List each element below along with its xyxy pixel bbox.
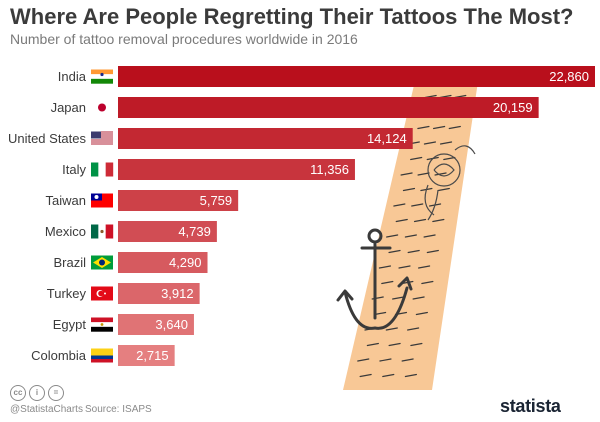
arm-hair-stroke	[421, 280, 434, 285]
arm-hair-stroke	[439, 141, 453, 145]
flag-colombia-icon	[91, 348, 113, 363]
flag-united-states-icon	[91, 131, 113, 146]
arm-hair-stroke	[392, 296, 405, 300]
creative-commons-icon: cc	[10, 385, 26, 401]
twitter-handle: @StatistaCharts	[10, 404, 83, 415]
value-label: 22,860	[549, 69, 589, 84]
category-label: Italy	[62, 162, 86, 177]
arm-hair-stroke	[379, 358, 392, 362]
arm-hair-stroke	[382, 373, 395, 378]
arm-hair-stroke	[412, 296, 425, 300]
arm-hair-stroke	[434, 172, 447, 176]
flag-mexico-icon	[91, 224, 114, 239]
arm-hair-stroke	[357, 358, 370, 362]
bar-turkey	[118, 283, 200, 304]
flag-india-icon	[91, 69, 113, 84]
category-label: Taiwan	[46, 193, 86, 208]
arm-hair-stroke	[410, 342, 423, 347]
value-label: 20,159	[493, 100, 533, 115]
arm-hair-stroke	[393, 203, 406, 207]
value-label: 14,124	[367, 131, 407, 146]
category-label: Turkey	[47, 286, 87, 301]
category-label: India	[58, 69, 87, 84]
arm-hair-stroke	[388, 342, 401, 347]
category-label: Egypt	[53, 317, 87, 332]
value-label: 4,739	[178, 224, 211, 239]
license-icons: cc i =	[10, 382, 67, 401]
flag-italy-icon	[91, 162, 114, 177]
bar-brazil	[118, 252, 208, 273]
value-label: 4,290	[169, 255, 202, 270]
arm-hair-stroke	[386, 234, 399, 238]
arm-hair-stroke	[443, 156, 456, 161]
arm-hair-stroke	[410, 156, 423, 161]
flag-egypt-icon	[91, 317, 113, 332]
flag-taiwan-icon	[91, 193, 113, 208]
value-label: 2,715	[136, 348, 169, 363]
value-label: 3,640	[155, 317, 188, 332]
anchor-tattoo-icon	[336, 228, 413, 330]
arm-hair-stroke	[432, 125, 446, 130]
arm-hair-stroke	[400, 172, 413, 176]
category-label: United States	[8, 131, 87, 146]
arm-hair-stroke	[401, 358, 414, 362]
arm-hair-stroke	[417, 172, 430, 176]
arm-hair-stroke	[413, 218, 427, 223]
bar-japan	[118, 97, 539, 118]
arm-hair-stroke	[359, 373, 372, 378]
arm-hair-stroke	[366, 342, 379, 347]
arm-hair-stroke	[415, 311, 428, 316]
bar-italy	[118, 159, 355, 180]
arm-hair-stroke	[411, 203, 424, 207]
arm-hair-stroke	[423, 234, 436, 238]
statista-logo[interactable]: statista	[500, 396, 561, 416]
attribution-icon: i	[29, 385, 45, 401]
bar-taiwan	[118, 190, 239, 211]
category-label: Mexico	[45, 224, 86, 239]
arm-hair-stroke	[417, 265, 431, 269]
category-label: Colombia	[31, 348, 87, 363]
chart-subtitle: Number of tattoo removal procedures worl…	[10, 31, 358, 47]
arm-hair-stroke	[423, 141, 437, 145]
value-label: 3,912	[161, 286, 194, 301]
arm-hair-stroke	[388, 249, 401, 254]
arm-hair-stroke	[404, 234, 417, 238]
arm-hair-stroke	[381, 280, 394, 285]
arm-hair-stroke	[417, 125, 430, 130]
arm-hair-stroke	[395, 218, 408, 223]
source-note: Source: ISAPS	[85, 404, 152, 415]
value-label: 5,759	[200, 193, 233, 208]
arm-hair-stroke	[385, 327, 398, 331]
arm-hair-stroke	[448, 125, 461, 130]
rose-tattoo-icon	[424, 145, 476, 221]
bar-colombia	[118, 345, 175, 366]
category-label: Brazil	[53, 255, 86, 270]
arm-hair-stroke	[407, 327, 420, 331]
value-label: 11,356	[310, 162, 349, 177]
flag-japan-icon	[91, 100, 113, 115]
arm-hair-stroke	[437, 187, 450, 192]
arm-hair-stroke	[398, 265, 411, 269]
flag-turkey-icon	[91, 286, 113, 301]
arm-hair-stroke	[426, 249, 439, 254]
category-label: Japan	[51, 100, 86, 115]
bar-mexico	[118, 221, 217, 242]
arm-hair-stroke	[407, 249, 420, 254]
no-derivatives-icon: =	[48, 385, 64, 401]
bar-egypt	[118, 314, 194, 335]
flag-brazil-icon	[91, 255, 113, 270]
arm-hair-stroke	[432, 218, 445, 223]
bar-india	[118, 66, 595, 87]
arm-hair-stroke	[404, 373, 417, 378]
arm-hair-stroke	[378, 265, 392, 269]
arm-hair-stroke	[402, 187, 416, 192]
bar-united-states	[118, 128, 413, 149]
chart-title: Where Are People Regretting Their Tattoo…	[10, 4, 574, 29]
